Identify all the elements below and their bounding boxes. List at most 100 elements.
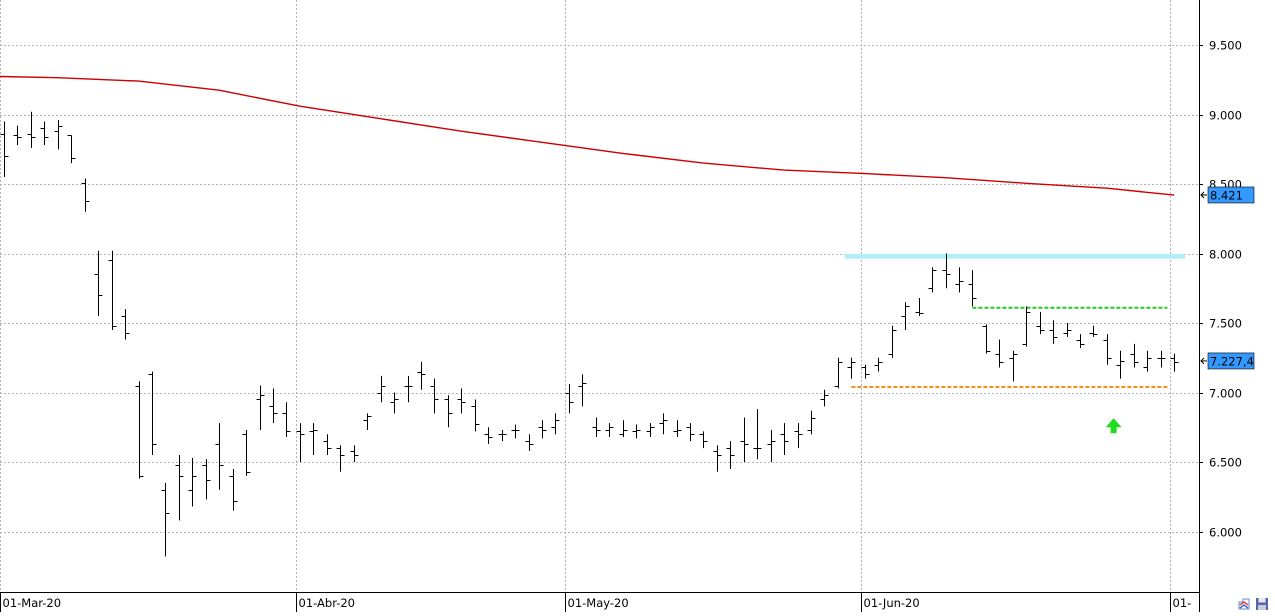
ohlc-bar: [1036, 311, 1045, 335]
x-tick-label: 01-Jun-20: [864, 596, 920, 610]
ohlc-bar: [847, 357, 856, 379]
ohlc-bar: [767, 430, 776, 462]
ohlc-bar: [498, 430, 507, 442]
ohlc-bar: [229, 468, 238, 511]
ohlc-bar: [282, 402, 291, 437]
save-icon[interactable]: [1255, 596, 1269, 610]
ohlc-bar: [404, 375, 413, 403]
y-tick-label: 9.500: [1209, 39, 1242, 53]
ohlc-bar: [444, 395, 453, 428]
ohlc-bar: [188, 457, 197, 507]
ohlc-bar: [323, 434, 332, 456]
ohlc-bar: [915, 297, 924, 317]
ohlc-bar: [1022, 306, 1031, 347]
ohlc-bar: [202, 459, 211, 500]
ohlc-bar: [807, 410, 816, 435]
ohlc-bar: [1103, 334, 1112, 365]
ohlc-bar: [215, 423, 224, 490]
ohlc-bar: [834, 357, 843, 389]
resistance-band: [844, 253, 1185, 259]
ohlc-bar: [659, 413, 668, 435]
ohlc-bar: [1009, 350, 1018, 382]
ohlc-bar: [619, 420, 628, 437]
price-labels: 8.421 7.227,4: [1105, 186, 1255, 434]
price-label-box: [1207, 186, 1255, 204]
ohlc-bar: [551, 413, 560, 435]
ohlc-bar: [175, 455, 184, 521]
ohlc-bar: [430, 378, 439, 414]
price-label-box: [1207, 352, 1255, 370]
ohlc-bar: [13, 125, 22, 146]
ohlc-bar: [242, 430, 251, 476]
ohlc-bar: [888, 325, 897, 358]
price-label-arrowhead: [1200, 191, 1205, 199]
ohlc-bar: [1063, 323, 1072, 337]
ohlc-bar: [1170, 353, 1179, 372]
ohlc-bar: [256, 385, 265, 431]
up-arrow-icon: [1105, 418, 1122, 434]
y-tick-label: 6.000: [1209, 526, 1242, 540]
price-label-text: 7.227,4: [1210, 354, 1254, 368]
y-tick-label: 7.500: [1209, 317, 1242, 331]
ohlc-bar: [995, 339, 1004, 368]
ohlc-bar: [699, 431, 708, 449]
x-tick-label: 01-May-20: [568, 596, 629, 610]
ohlc-bar: [94, 250, 103, 317]
ohlc-bar: [108, 250, 117, 330]
ohlc-bar: [40, 121, 49, 146]
ohlc-bar: [1143, 350, 1152, 372]
ohlc-bar: [1157, 350, 1166, 368]
ohlc-bar: [309, 423, 318, 456]
ohlc-bar: [968, 270, 977, 307]
ohlc-bar: [390, 392, 399, 414]
ohlc-bar: [148, 371, 157, 456]
ohlc-bar: [565, 384, 574, 414]
ohlc-bar: [269, 388, 278, 424]
ohlc-bar: [0, 121, 9, 178]
ohlc-bar: [942, 253, 951, 289]
ohlc-bar: [471, 399, 480, 432]
moving-average-layer: [0, 75, 1175, 196]
ohlc-bar: [861, 364, 870, 379]
last-price: 7.227,4: [1200, 352, 1255, 370]
ohlc-bar: [673, 420, 682, 437]
ohlc-bar: [1049, 320, 1058, 344]
ohlc-bar: [161, 482, 170, 557]
ohlc-bar: [296, 423, 305, 462]
ohlc-bar: [646, 423, 655, 437]
ohlc-bar: [1076, 334, 1085, 349]
ohlc-bar: [713, 445, 722, 472]
ohlc-bar: [874, 357, 883, 372]
ohlc-bar: [511, 424, 520, 439]
ohlc-bar: [686, 423, 695, 442]
ohlc-bar: [484, 427, 493, 444]
price-label-text: 8.421: [1210, 188, 1243, 202]
grid: [0, 0, 1199, 592]
chart-settings-icon[interactable]: [1237, 596, 1251, 610]
ohlc-bar: [1116, 350, 1125, 379]
ohlc-bar: [1089, 325, 1098, 337]
moving-average-value: 8.421: [1200, 186, 1255, 204]
ohlc-bars: [0, 111, 1179, 557]
ohlc-bar: [578, 374, 587, 407]
ohlc-bar: [592, 417, 601, 437]
ohlc-bar: [928, 267, 937, 293]
ohlc-bar: [955, 267, 964, 293]
ohlc-bar: [901, 302, 910, 330]
ohlc-bar: [377, 375, 386, 403]
ohlc-bar: [336, 445, 345, 472]
y-tick-label: 6.500: [1209, 456, 1242, 470]
ohlc-bar: [820, 389, 829, 407]
ohlc-bar: [753, 409, 762, 460]
ohlc-bar: [54, 120, 63, 150]
ohlc-bar: [1130, 343, 1139, 368]
ohlc-bar: [794, 423, 803, 449]
ohlc-bar: [538, 420, 547, 439]
ohlc-bar: [363, 413, 372, 431]
ohlc-bar: [726, 441, 735, 469]
ohlc-bar: [525, 434, 534, 451]
ohlc-bar: [27, 111, 36, 148]
